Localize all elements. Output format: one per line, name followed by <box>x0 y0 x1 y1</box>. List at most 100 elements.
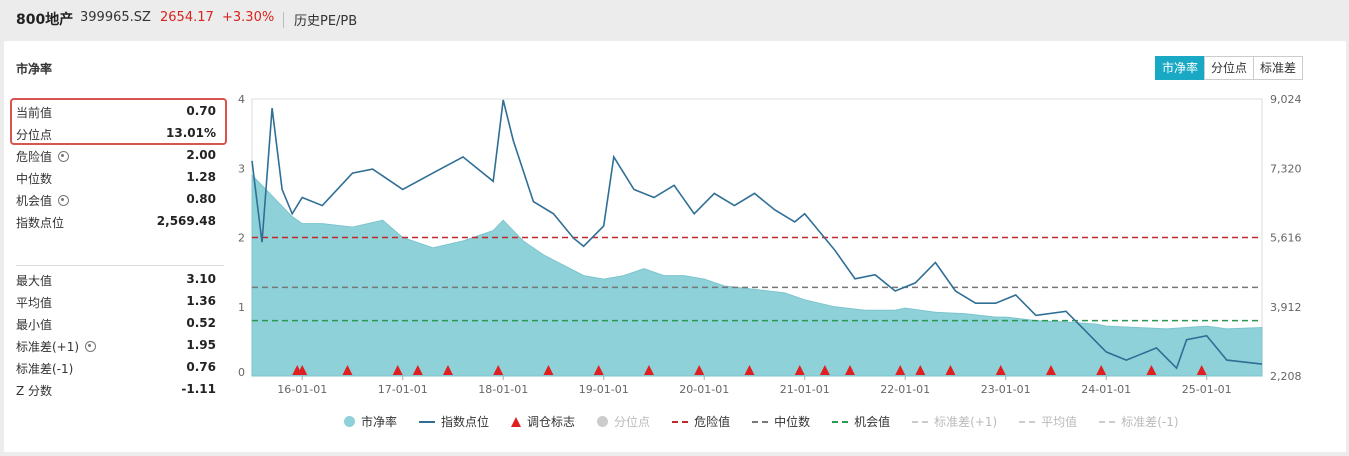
panel-title: 市净率 <box>16 62 53 76</box>
stat-row: 中位数 1.28 <box>16 167 216 187</box>
stat-label: 中位数 <box>16 172 53 186</box>
legend-swatch-icon <box>672 420 689 423</box>
legend-label: 指数点位 <box>441 415 490 429</box>
right-axis-tick: 7,320 <box>1270 162 1302 175</box>
stat-value: 0.80 <box>186 192 216 206</box>
stat-label: 最大值 <box>16 274 53 288</box>
x-axis-tick: 25-01-01 <box>1182 383 1232 396</box>
rebalance-marker <box>342 365 353 375</box>
stat-value: 3.10 <box>186 272 216 286</box>
right-axis-tick: 2,208 <box>1270 370 1302 383</box>
stat-row: 标准差(+1) 1.95 <box>16 335 216 355</box>
index-code: 399965.SZ <box>80 10 151 25</box>
legend-swatch-icon <box>1019 420 1036 423</box>
stat-label: 机会值 <box>16 192 70 209</box>
tab-1[interactable]: 分位点 <box>1204 56 1255 80</box>
right-axis-tick: 3,912 <box>1270 301 1302 314</box>
stat-label: 指数点位 <box>16 216 65 230</box>
rebalance-marker <box>1196 365 1207 375</box>
stat-label: 标准差(-1) <box>16 362 74 376</box>
stats-divider <box>16 265 224 266</box>
rebalance-marker <box>297 365 308 375</box>
stat-value: -1.11 <box>181 382 216 396</box>
x-axis-tick: 17-01-01 <box>378 383 428 396</box>
legend-label: 分位点 <box>614 415 651 429</box>
highlight-box <box>10 98 227 145</box>
history-pe-pb-link[interactable]: 历史PE/PB <box>294 14 358 29</box>
legend-swatch-icon <box>419 420 436 423</box>
stat-value: 1.28 <box>186 170 216 184</box>
stat-row: 标准差(-1) 0.76 <box>16 357 216 377</box>
rebalance-marker <box>945 365 956 375</box>
legend-item[interactable]: 分位点 <box>597 413 650 430</box>
legend-item[interactable]: 调仓标志 <box>511 413 575 430</box>
stat-row: 最大值 3.10 <box>16 269 216 289</box>
rebalance-marker <box>844 365 855 375</box>
rebalance-marker <box>794 365 805 375</box>
legend-swatch-icon <box>1099 420 1116 423</box>
index-line <box>251 99 1263 370</box>
legend-item[interactable]: 标准差(-1) <box>1099 413 1179 430</box>
stat-row: 机会值 0.80 <box>16 189 216 209</box>
rebalance-marker <box>819 365 830 375</box>
legend-item[interactable]: 平均值 <box>1019 413 1077 430</box>
legend-item[interactable]: 中位数 <box>752 413 810 430</box>
stat-value: 13.01% <box>166 126 216 140</box>
rebalance-marker <box>412 365 423 375</box>
rebalance-marker <box>643 365 654 375</box>
index-change: +3.30% <box>222 10 275 25</box>
legend-swatch-icon <box>752 420 769 423</box>
x-axis-tick: 16-01-01 <box>277 383 327 396</box>
stat-row: 危险值 2.00 <box>16 145 216 165</box>
legend-label: 调仓标志 <box>527 415 576 429</box>
x-axis-tick: 23-01-01 <box>981 383 1031 396</box>
legend-item[interactable]: 市净率 <box>344 413 397 430</box>
legend-label: 危险值 <box>694 415 731 429</box>
gear-icon[interactable] <box>58 195 70 206</box>
stat-value: 0.52 <box>186 316 216 330</box>
legend-item[interactable]: 机会值 <box>832 413 890 430</box>
stat-label: 危险值 <box>16 148 70 165</box>
stat-value: 1.95 <box>186 338 216 352</box>
rebalance-marker <box>543 365 554 375</box>
tab-0[interactable]: 市净率 <box>1155 56 1206 80</box>
stat-row: Z 分数 -1.11 <box>16 379 216 399</box>
stat-label: Z 分数 <box>16 384 53 398</box>
rebalance-marker <box>895 365 906 375</box>
gear-icon[interactable] <box>85 341 97 352</box>
legend-label: 标准差(+1) <box>934 415 998 429</box>
x-axis-tick: 19-01-01 <box>579 383 629 396</box>
legend-label: 平均值 <box>1041 415 1078 429</box>
stat-value: 2.00 <box>186 148 216 162</box>
legend-item[interactable]: 指数点位 <box>419 413 489 430</box>
chart-legend: 市净率 指数点位 调仓标志 分位点 危险值 中位数 机会值 标准差(+1) 平均值 标准差(-1) <box>344 413 1201 430</box>
stat-value: 1.36 <box>186 294 216 308</box>
gear-icon[interactable] <box>58 151 70 162</box>
tab-2[interactable]: 标准差 <box>1253 56 1304 80</box>
legend-swatch-icon <box>832 420 849 423</box>
rebalance-marker <box>915 365 926 375</box>
left-axis-tick: 4 <box>238 93 245 106</box>
legend-item[interactable]: 标准差(+1) <box>912 413 997 430</box>
metric-tabs: 市净率 分位点 标准差 <box>1155 56 1304 80</box>
index-price: 2654.17 <box>160 10 214 25</box>
rebalance-marker <box>1045 365 1056 375</box>
stat-row: 当前值 0.70 <box>16 101 216 121</box>
legend-swatch-icon <box>912 420 929 423</box>
legend-item[interactable]: 危险值 <box>672 413 730 430</box>
rebalance-marker <box>995 365 1006 375</box>
stat-row: 分位点 13.01% <box>16 123 216 143</box>
pb-chart[interactable]: 0 1 2 3 4 2,208 3,912 5,616 7,320 9,024 16-01-01 17… <box>224 91 1304 396</box>
stat-row: 最小值 0.52 <box>16 313 216 333</box>
stat-label: 最小值 <box>16 318 53 332</box>
x-axis-tick: 22-01-01 <box>880 383 930 396</box>
pb-area <box>251 173 1263 377</box>
left-axis-tick: 3 <box>238 162 245 175</box>
index-name: 800地产 <box>16 12 74 28</box>
stat-value: 2,569.48 <box>156 214 216 228</box>
rebalance-marker <box>1146 365 1157 375</box>
stat-label: 平均值 <box>16 296 53 310</box>
legend-label: 市净率 <box>361 415 398 429</box>
header-divider <box>283 12 284 28</box>
x-axis-tick: 20-01-01 <box>679 383 729 396</box>
